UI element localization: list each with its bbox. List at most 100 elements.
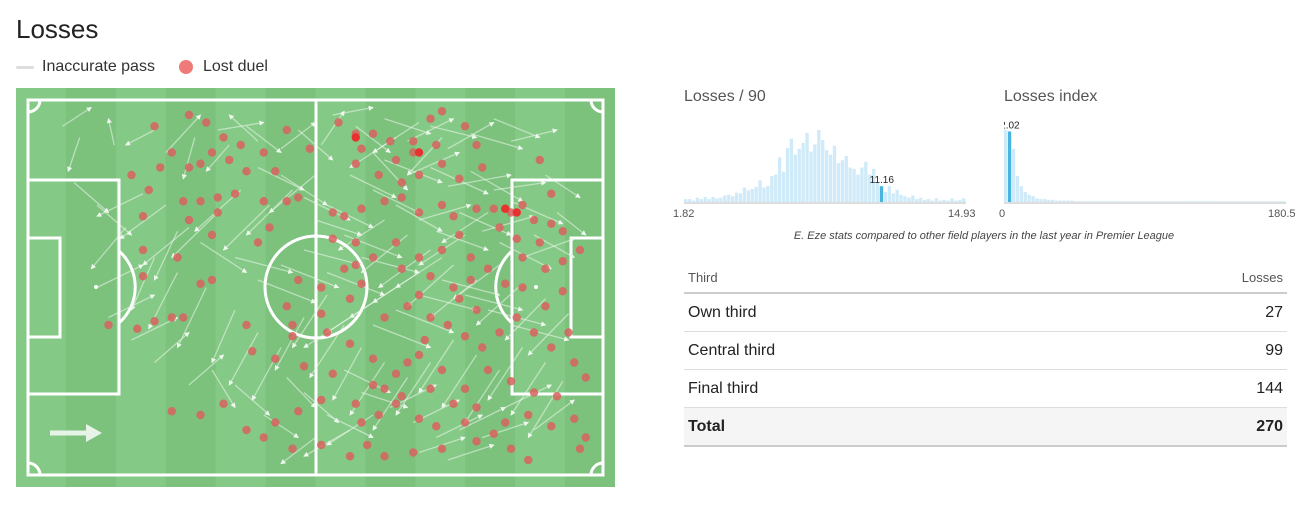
row-value: 27 [1081,293,1287,332]
inaccurate-pass-arrow [234,384,271,416]
lost-duel-marker [202,118,211,127]
hist-min-losses-index: 0 [999,208,1006,220]
hist-bar [1133,201,1137,202]
lost-duel-marker [138,212,148,221]
inaccurate-pass-arrow [372,324,432,349]
lost-duel-marker [495,223,504,232]
inaccurate-pass-arrow [395,309,455,334]
hist-bar [1270,201,1274,202]
row-value: 99 [1081,331,1287,370]
lost-duel-marker [397,178,406,187]
lost-duel-marker [133,324,142,333]
hist-bar [695,197,700,202]
hist-bar [762,187,766,202]
lost-duel-marker [575,245,585,255]
lost-duel-marker [196,159,205,168]
hist-value-label: 2.02 [1004,120,1020,131]
hist-bar [754,186,758,202]
hist-bar [864,161,868,202]
row-label: Own third [684,293,1082,332]
legend-inaccurate-pass: Inaccurate pass [42,58,155,75]
lost-duel-marker [397,392,406,401]
hist-bar [1015,176,1020,202]
lost-duel-marker [345,339,355,348]
lost-duel-marker [294,407,303,416]
lost-duel-marker [236,140,245,150]
lost-duel-marker [512,313,521,322]
inaccurate-pass-arrow [280,436,316,465]
inaccurate-pass-arrow [142,226,190,266]
inaccurate-pass-arrow [470,133,524,151]
hist-bar [1188,201,1192,202]
hist-bar [930,200,935,202]
lost-duel-marker [173,253,182,262]
table-row: Central third 99 [684,331,1287,370]
lost-duel-marker [397,193,406,202]
lost-duel-marker [374,410,383,420]
inaccurate-pass-arrow [372,377,409,431]
lost-duel-marker [472,204,481,213]
hist-bar [1019,186,1023,202]
inaccurate-pass-arrow [482,214,535,232]
inaccurate-pass-arrow [211,369,236,409]
hist-bar [805,132,809,202]
lost-duel-marker [558,287,567,296]
hist-bar [1098,201,1102,202]
inaccurate-pass-arrow [493,118,541,139]
lost-duel-marker [437,107,447,116]
hist-max-losses-per-90: 14.93 [948,208,976,220]
lost-duel-marker [547,343,556,352]
corner-arc-br [589,461,604,476]
hist-bar [942,199,946,202]
lost-duel-marker [518,253,527,262]
histogram-losses-per-90: 11.16 [684,130,966,204]
hist-bar [770,176,774,202]
lost-duel-marker [380,384,389,393]
lost-duel-marker [432,140,441,150]
hist-bar [1207,201,1211,202]
hist-bar [1223,201,1227,202]
corner-arc-tl [27,99,42,114]
hist-bar [883,191,888,202]
lost-duel-marker [196,410,205,420]
lost-duel-marker [150,317,159,326]
table-total-row: Total 270 [684,407,1287,447]
lost-duel-marker [581,373,590,382]
lost-duel-marker [340,264,349,273]
lost-duel-marker [253,238,263,247]
inaccurate-pass-arrow [108,294,156,319]
hist-bar [899,194,903,202]
hist-bar [1231,201,1235,202]
hist-bar [1074,201,1078,202]
total-value: 270 [1081,407,1287,447]
lost-duel-marker [351,159,360,168]
inaccurate-pass-arrow [130,257,156,311]
hist-bar [801,142,805,202]
inaccurate-pass-arrow [395,204,443,232]
hist-bar [727,194,731,202]
inaccurate-pass-arrow [200,241,248,274]
lost-duel-marker [144,185,153,195]
hist-bar [1070,200,1074,202]
losses-by-third-table: Third Losses Own third 27 Central third … [684,262,1287,447]
lost-duel-marker [437,245,447,255]
lost-duel-marker [570,414,579,423]
inaccurate-pass-arrow [418,339,455,394]
table-row: Own third 27 [684,293,1287,332]
lost-duel-marker [478,163,487,172]
lost-duel-marker [357,418,366,427]
hist-bar [1219,201,1223,202]
hist-bar [1035,198,1039,202]
inaccurate-pass-arrow [447,121,495,150]
lost-duel-marker [437,365,447,375]
lost-duel-marker [259,197,268,206]
hist-bar [1011,148,1016,202]
hist-bar [825,150,829,202]
inaccurate-pass-arrow [435,414,484,439]
lost-duel-marker [466,253,475,262]
hist-bar [1101,201,1106,202]
hist-bar [919,197,923,202]
hist-bar [1086,201,1090,202]
lost-duel-marker [552,392,562,401]
pitch-stripe [215,88,267,487]
